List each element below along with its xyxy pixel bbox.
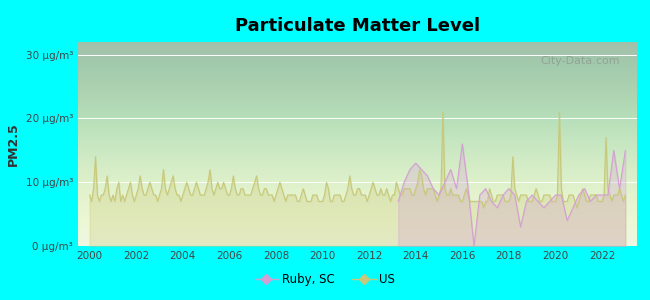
- Legend: Ruby, SC, US: Ruby, SC, US: [250, 269, 400, 291]
- Title: Particulate Matter Level: Particulate Matter Level: [235, 17, 480, 35]
- Text: City-Data.com: City-Data.com: [541, 56, 620, 66]
- Y-axis label: PM2.5: PM2.5: [7, 122, 20, 166]
